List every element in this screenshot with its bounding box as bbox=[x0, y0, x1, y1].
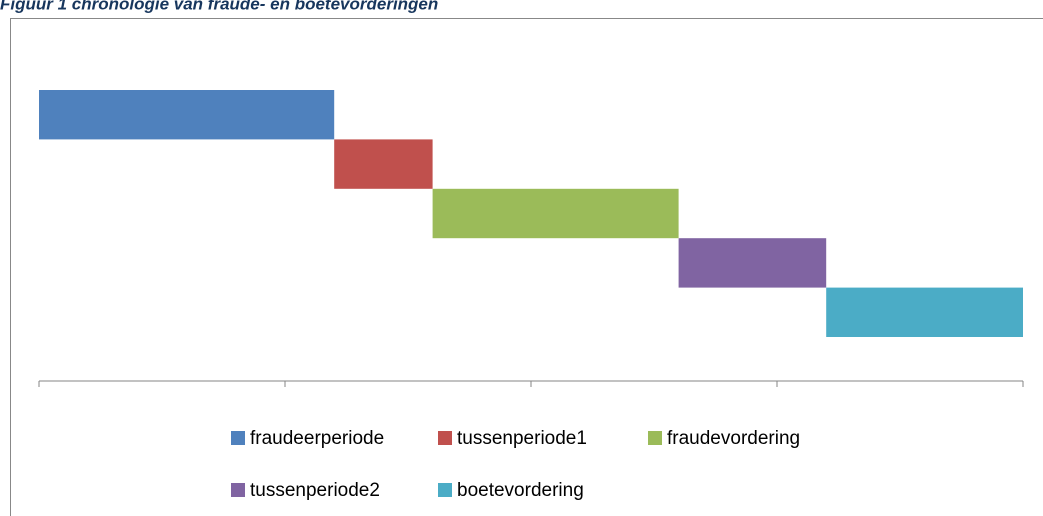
chart-title: Figuur 1 chronologie van fraude- en boet… bbox=[0, 0, 438, 13]
bar bbox=[826, 287, 1023, 337]
legend-label: tussenperiode1 bbox=[457, 428, 587, 449]
legend-label: fraudeerperiode bbox=[250, 428, 384, 449]
legend-swatch bbox=[231, 431, 245, 445]
legend-swatch bbox=[648, 431, 662, 445]
bar bbox=[678, 238, 827, 288]
legend-swatch bbox=[438, 431, 452, 445]
legend-swatch bbox=[438, 483, 452, 497]
bar bbox=[39, 90, 335, 140]
bar bbox=[432, 188, 679, 239]
chart-frame bbox=[10, 18, 1043, 516]
legend-label: fraudevordering bbox=[667, 428, 800, 449]
legend-label: tussenperiode2 bbox=[250, 480, 380, 501]
legend-label: boetevordering bbox=[457, 480, 584, 501]
legend-swatch bbox=[231, 483, 245, 497]
bar bbox=[334, 139, 433, 189]
